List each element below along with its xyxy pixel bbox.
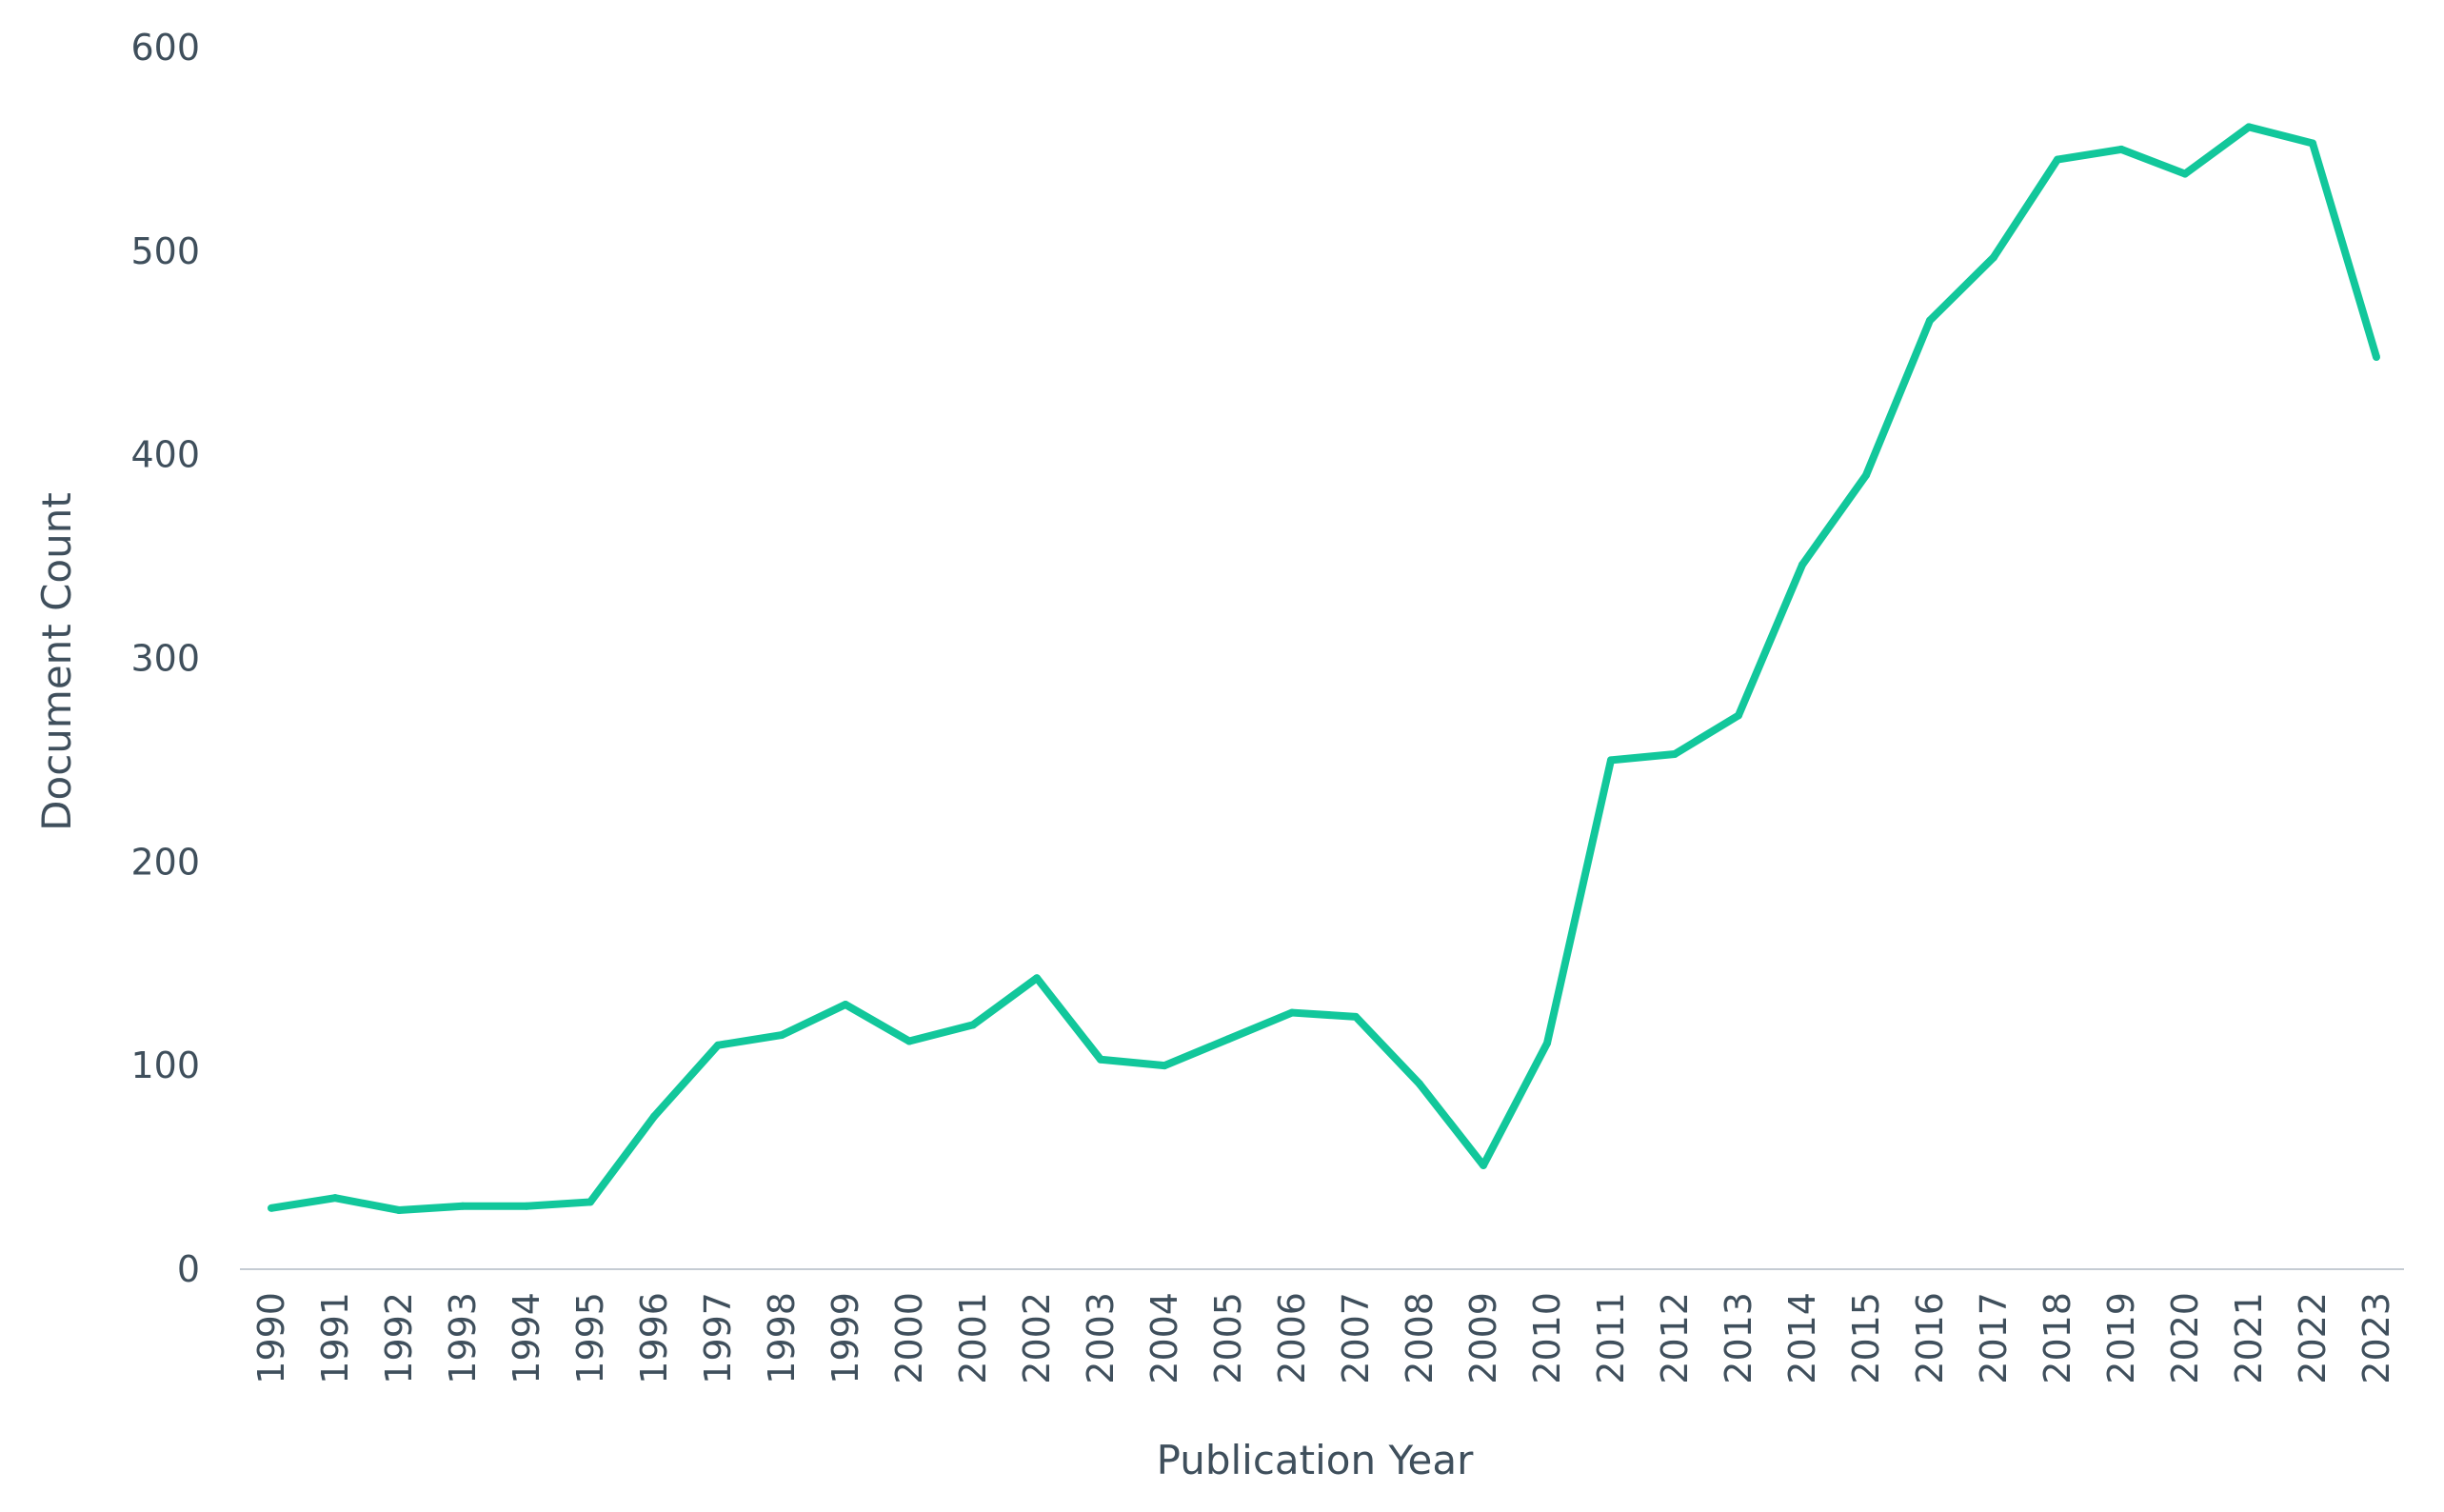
x-tick-label: 1998 — [761, 1292, 803, 1384]
data-point — [1352, 1012, 1360, 1021]
y-tick-label: 300 — [130, 638, 200, 680]
data-point — [778, 1031, 785, 1040]
data-point — [268, 1204, 275, 1212]
data-point — [1161, 1062, 1168, 1070]
data-point — [1097, 1055, 1104, 1064]
x-tick-label: 2015 — [1845, 1292, 1887, 1384]
x-tick-label: 2018 — [2037, 1292, 2078, 1384]
data-point — [1735, 711, 1742, 720]
x-tick-label: 2019 — [2100, 1292, 2142, 1384]
y-tick-label: 600 — [130, 27, 200, 69]
x-tick-label: 1990 — [250, 1292, 292, 1384]
x-tick-label: 2004 — [1143, 1292, 1185, 1384]
y-tick-label: 400 — [130, 434, 200, 476]
data-point — [714, 1041, 722, 1049]
x-tick-label: 1994 — [506, 1292, 547, 1384]
data-point — [1543, 1039, 1551, 1047]
x-tick-label: 2002 — [1016, 1292, 1058, 1384]
x-tick-label: 1991 — [314, 1292, 356, 1384]
data-point — [1990, 253, 1997, 262]
data-point — [1607, 756, 1615, 765]
x-tick-label: 2009 — [1462, 1292, 1504, 1384]
x-tick-label: 2006 — [1271, 1292, 1313, 1384]
data-point — [1480, 1161, 1487, 1169]
x-tick-label: 2023 — [2355, 1292, 2397, 1384]
x-tick-label: 2012 — [1654, 1292, 1696, 1384]
data-point — [650, 1112, 658, 1121]
y-axis-ticks: 0 100 200 300 400 500 600 — [130, 27, 200, 1290]
series-line — [270, 123, 2380, 1214]
x-tick-label: 2021 — [2228, 1292, 2270, 1384]
x-axis-ticks: 1990 1991 1992 1993 1994 1995 1996 1997 1998 1999… — [250, 1292, 2397, 1384]
data-point — [1416, 1080, 1423, 1088]
x-tick-label: 2020 — [2164, 1292, 2206, 1384]
y-tick-label: 200 — [130, 841, 200, 883]
y-tick-label: 0 — [177, 1248, 200, 1290]
x-tick-label: 1992 — [378, 1292, 420, 1384]
data-point — [969, 1021, 977, 1029]
data-point — [2181, 169, 2189, 178]
data-point — [459, 1202, 467, 1210]
data-point — [2373, 353, 2380, 362]
data-point — [586, 1198, 594, 1206]
data-point — [1798, 561, 1806, 569]
x-tick-label: 2011 — [1590, 1292, 1632, 1384]
x-tick-label: 2017 — [1973, 1292, 2015, 1384]
x-tick-label: 2022 — [2292, 1292, 2334, 1384]
data-point — [905, 1037, 913, 1045]
y-tick-label: 100 — [130, 1044, 200, 1086]
data-point — [1926, 316, 1934, 325]
y-axis-title: Document Count — [33, 492, 80, 831]
data-point — [1288, 1008, 1296, 1017]
data-point — [331, 1194, 339, 1203]
data-point — [395, 1205, 403, 1214]
x-tick-label: 2013 — [1718, 1292, 1759, 1384]
x-tick-label: 2001 — [952, 1292, 994, 1384]
x-tick-label: 2005 — [1207, 1292, 1249, 1384]
x-tick-label: 1997 — [697, 1292, 739, 1384]
data-point — [2245, 123, 2253, 131]
x-tick-label: 1996 — [633, 1292, 675, 1384]
data-point — [2054, 155, 2061, 164]
x-tick-label: 2007 — [1335, 1292, 1377, 1384]
x-tick-label: 2010 — [1526, 1292, 1568, 1384]
data-point — [2117, 145, 2125, 153]
x-tick-label: 2000 — [888, 1292, 930, 1384]
data-point — [1671, 750, 1679, 759]
data-point — [1033, 974, 1041, 983]
x-tick-label: 2008 — [1399, 1292, 1441, 1384]
x-axis-title: Publication Year — [1157, 1437, 1474, 1483]
x-tick-label: 2003 — [1080, 1292, 1122, 1384]
x-tick-label: 2016 — [1909, 1292, 1951, 1384]
data-point — [2309, 139, 2316, 148]
x-tick-label: 1999 — [825, 1292, 866, 1384]
data-point — [1224, 1035, 1232, 1044]
x-tick-label: 2014 — [1781, 1292, 1823, 1384]
x-tick-label: 1995 — [569, 1292, 611, 1384]
y-tick-label: 500 — [130, 230, 200, 272]
data-point — [1862, 471, 1870, 480]
data-point — [842, 1001, 849, 1009]
x-tick-label: 1993 — [442, 1292, 484, 1384]
series-layer — [268, 123, 2380, 1214]
data-point — [523, 1202, 530, 1210]
